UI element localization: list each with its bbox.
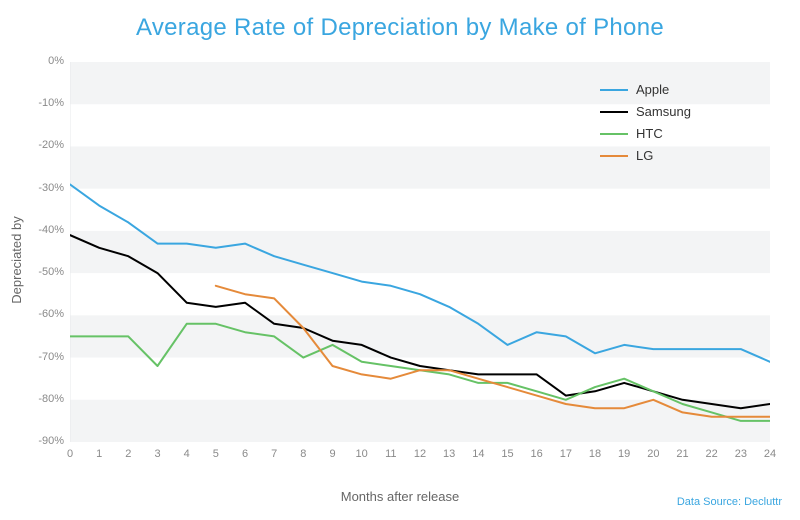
x-tick-label: 0 — [62, 448, 78, 460]
y-tick-label: -40% — [24, 224, 64, 236]
chart-title: Average Rate of Depreciation by Make of … — [0, 14, 800, 42]
y-tick-label: -50% — [24, 266, 64, 278]
x-tick-label: 23 — [733, 448, 749, 460]
x-tick-label: 18 — [587, 448, 603, 460]
x-tick-label: 17 — [558, 448, 574, 460]
x-tick-label: 13 — [441, 448, 457, 460]
legend-swatch — [600, 89, 628, 91]
legend-swatch — [600, 155, 628, 157]
x-tick-label: 4 — [179, 448, 195, 460]
y-axis-label: Depreciated by — [9, 216, 24, 303]
y-tick-label: -20% — [24, 139, 64, 151]
y-tick-label: -90% — [24, 435, 64, 447]
x-tick-label: 2 — [120, 448, 136, 460]
legend-item: LG — [600, 148, 691, 163]
x-tick-label: 6 — [237, 448, 253, 460]
legend-swatch — [600, 133, 628, 135]
y-tick-label: 0% — [24, 55, 64, 67]
y-tick-label: -80% — [24, 393, 64, 405]
x-tick-label: 19 — [616, 448, 632, 460]
x-tick-label: 8 — [295, 448, 311, 460]
x-tick-label: 21 — [675, 448, 691, 460]
x-tick-label: 3 — [150, 448, 166, 460]
y-tick-label: -70% — [24, 351, 64, 363]
legend: Apple Samsung HTC LG — [600, 82, 691, 170]
x-tick-label: 1 — [91, 448, 107, 460]
x-tick-label: 24 — [762, 448, 778, 460]
x-tick-label: 10 — [354, 448, 370, 460]
y-tick-label: -60% — [24, 308, 64, 320]
x-tick-label: 22 — [704, 448, 720, 460]
legend-item: Samsung — [600, 104, 691, 119]
x-tick-label: 9 — [325, 448, 341, 460]
x-tick-label: 16 — [529, 448, 545, 460]
x-tick-label: 7 — [266, 448, 282, 460]
data-source-label: Data Source: Decluttr — [677, 496, 782, 508]
x-tick-label: 12 — [412, 448, 428, 460]
legend-swatch — [600, 111, 628, 113]
x-tick-label: 14 — [470, 448, 486, 460]
y-tick-label: -10% — [24, 97, 64, 109]
legend-item: HTC — [600, 126, 691, 141]
x-tick-label: 15 — [500, 448, 516, 460]
legend-label: LG — [636, 148, 653, 163]
x-tick-label: 11 — [383, 448, 399, 460]
depreciation-chart: Average Rate of Depreciation by Make of … — [0, 0, 800, 520]
legend-label: Samsung — [636, 104, 691, 119]
legend-item: Apple — [600, 82, 691, 97]
y-tick-label: -30% — [24, 182, 64, 194]
x-tick-label: 5 — [208, 448, 224, 460]
legend-label: Apple — [636, 82, 669, 97]
x-tick-label: 20 — [645, 448, 661, 460]
legend-label: HTC — [636, 126, 663, 141]
